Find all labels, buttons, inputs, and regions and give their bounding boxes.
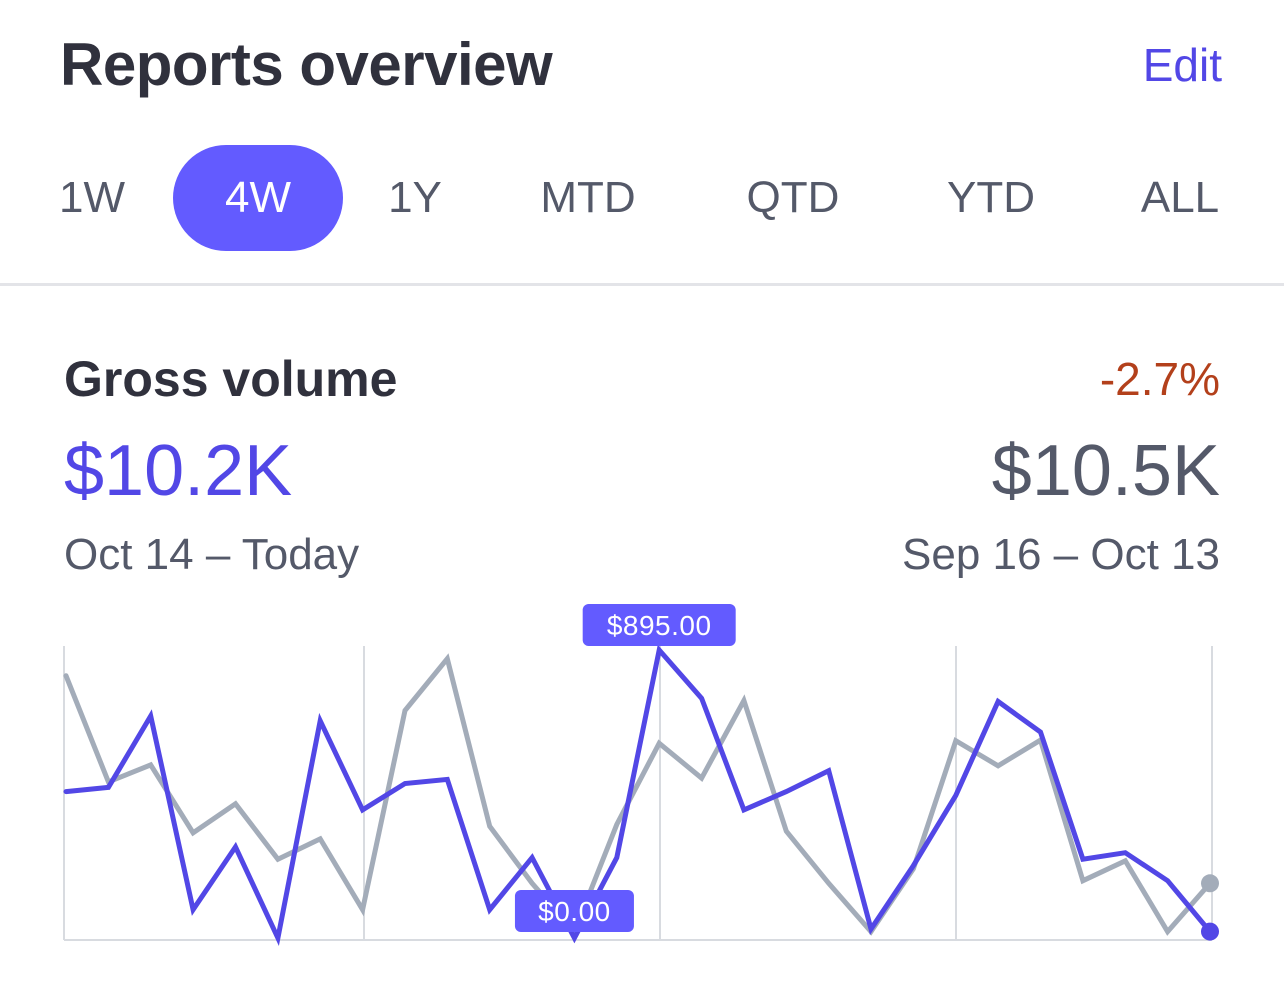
tab-1y[interactable]: 1Y xyxy=(388,173,442,222)
tab-ytd[interactable]: YTD xyxy=(947,173,1035,222)
chart-series xyxy=(63,644,1219,947)
tooltip-background xyxy=(514,890,634,932)
previous-period-value: $10.5K xyxy=(991,431,1220,511)
tooltip-label: $0.00 xyxy=(538,896,611,927)
edit-button[interactable]: Edit xyxy=(1142,39,1222,91)
chart-annotations: $895.00 $0.00 xyxy=(514,604,736,932)
tab-4w[interactable]: 4W xyxy=(173,145,343,251)
tab-1w[interactable]: 1W xyxy=(59,173,125,222)
tooltip-label: $895.00 xyxy=(607,610,712,641)
tab-qtd[interactable]: QTD xyxy=(746,173,840,222)
tab-mtd[interactable]: MTD xyxy=(540,173,636,222)
tab-all[interactable]: ALL xyxy=(1140,173,1220,222)
metric-title[interactable]: Gross volume xyxy=(64,351,398,407)
series-end-point-previous xyxy=(1201,874,1219,893)
series-line-current xyxy=(63,644,1213,947)
page-title: Reports overview xyxy=(60,31,553,98)
percent-change: -2.7% xyxy=(1099,353,1220,405)
previous-date-range: Sep 16 – Oct 13 xyxy=(902,530,1220,579)
current-date-range: Oct 14 – Today xyxy=(64,530,360,579)
divider xyxy=(0,283,1284,286)
series-end-point-current xyxy=(1201,922,1219,941)
chart-grid xyxy=(63,646,1213,941)
series-line-previous xyxy=(63,653,1213,937)
time-range-tabs: 1W 4W 1Y MTD QTD YTD ALL xyxy=(0,145,1284,251)
value-tooltip-0: $895.00 xyxy=(582,604,736,646)
value-tooltip-1: $0.00 xyxy=(514,890,634,932)
current-period-value: $10.2K xyxy=(64,431,293,511)
tooltip-background xyxy=(582,604,736,646)
